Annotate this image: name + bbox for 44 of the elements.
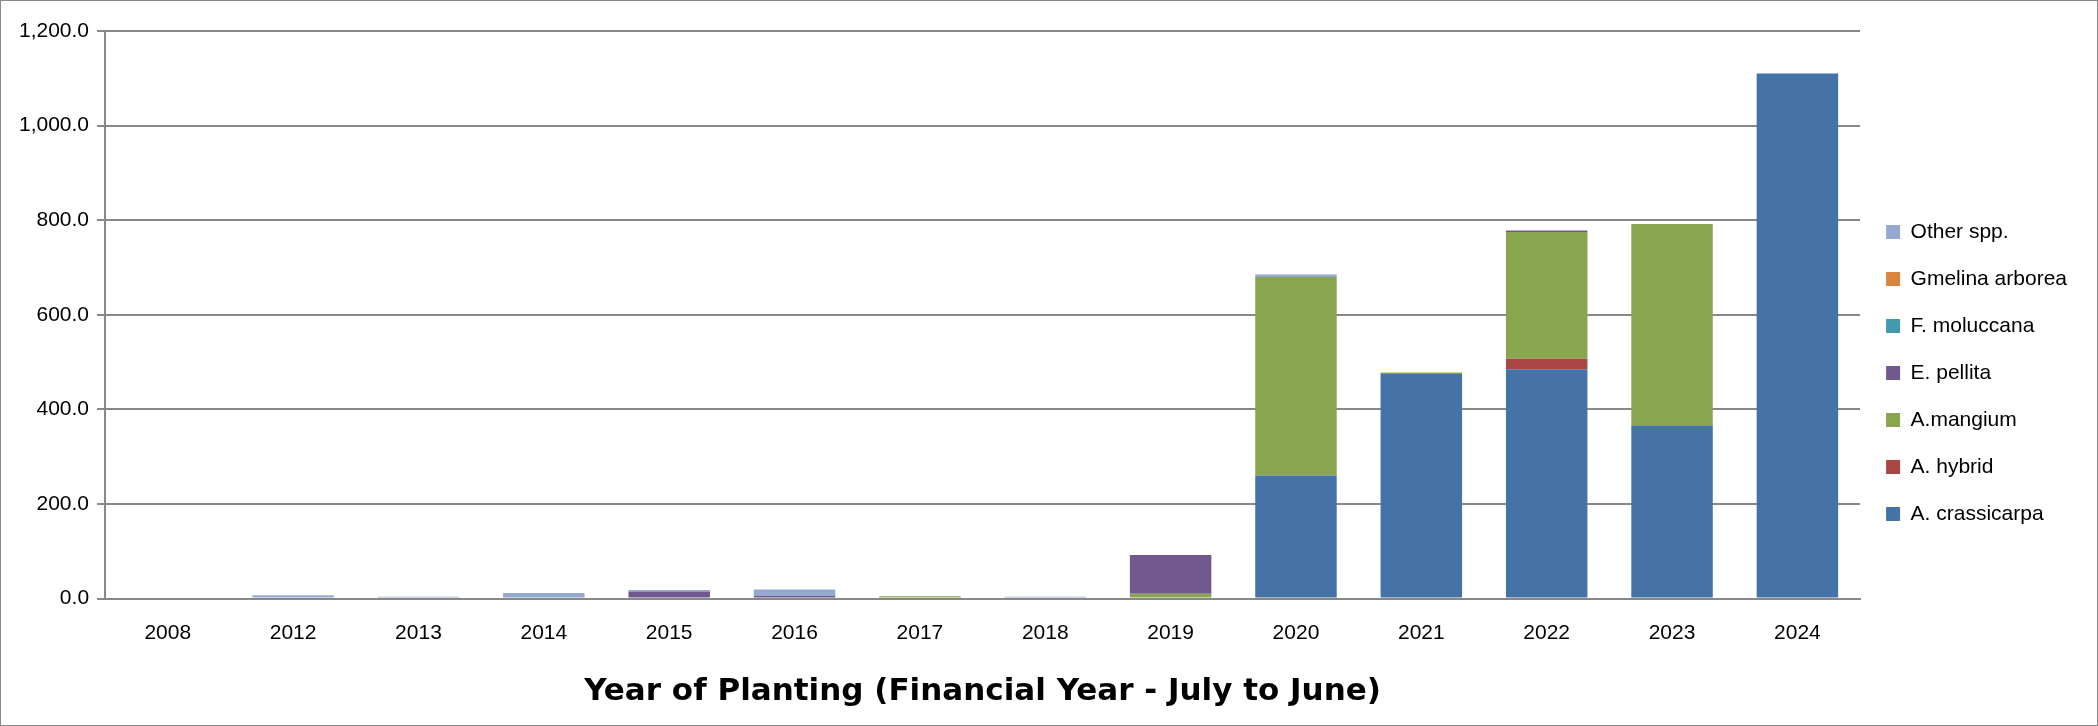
y-tick-label: 1,200.0 bbox=[18, 17, 90, 41]
x-tick-label: 2013 bbox=[395, 620, 442, 643]
bar bbox=[1505, 369, 1588, 598]
legend-label: A. crassicarpa bbox=[1910, 500, 2044, 524]
bar bbox=[1129, 555, 1212, 594]
x-tick-label: 2021 bbox=[1397, 620, 1445, 643]
bar bbox=[1505, 358, 1588, 370]
y-tick-label: 600.0 bbox=[36, 301, 90, 325]
y-tick-label: 400.0 bbox=[36, 396, 90, 420]
bar bbox=[1255, 276, 1337, 476]
y-tick-label: 1,000.0 bbox=[18, 112, 90, 136]
x-tick-label: 2008 bbox=[144, 620, 192, 643]
x-tick-label: 2017 bbox=[896, 620, 944, 643]
x-tick-label: 2023 bbox=[1648, 620, 1696, 643]
x-tick-label: 2015 bbox=[645, 620, 693, 643]
y-tick-label: 0.0 bbox=[59, 585, 90, 609]
bar bbox=[1255, 475, 1337, 598]
bar bbox=[753, 589, 836, 596]
bar bbox=[1129, 593, 1212, 598]
bar bbox=[628, 591, 710, 598]
bar bbox=[252, 595, 334, 598]
legend-label: E. pellita bbox=[1910, 359, 1992, 383]
bar bbox=[1631, 223, 1713, 426]
bar bbox=[1380, 373, 1463, 598]
bar bbox=[1505, 232, 1588, 359]
x-tick-label: 2018 bbox=[1021, 620, 1069, 643]
legend-label: Gmelina arborea bbox=[1910, 265, 2068, 289]
x-tick-label: 2024 bbox=[1774, 620, 1822, 643]
legend-label: F. moluccana bbox=[1910, 312, 2035, 336]
legend-label: A. hybrid bbox=[1910, 453, 1994, 477]
legend-label: A.mangium bbox=[1910, 406, 2017, 430]
y-tick-label: 800.0 bbox=[36, 207, 90, 230]
bar bbox=[1631, 425, 1713, 598]
bar bbox=[503, 592, 585, 598]
y-tick-label: 200.0 bbox=[36, 490, 90, 514]
x-tick-label: 2022 bbox=[1523, 620, 1571, 643]
x-tick-label: 2016 bbox=[771, 620, 818, 643]
x-tick-label: 2014 bbox=[520, 620, 568, 643]
x-tick-label: 2012 bbox=[269, 620, 317, 643]
x-tick-label: 2019 bbox=[1147, 620, 1194, 643]
bar bbox=[1756, 73, 1839, 598]
legend-label: Other spp. bbox=[1910, 218, 2009, 242]
x-axis-title: Year of Planting (Financial Year - July to June) bbox=[583, 671, 1381, 708]
x-tick-label: 2020 bbox=[1272, 620, 1320, 643]
